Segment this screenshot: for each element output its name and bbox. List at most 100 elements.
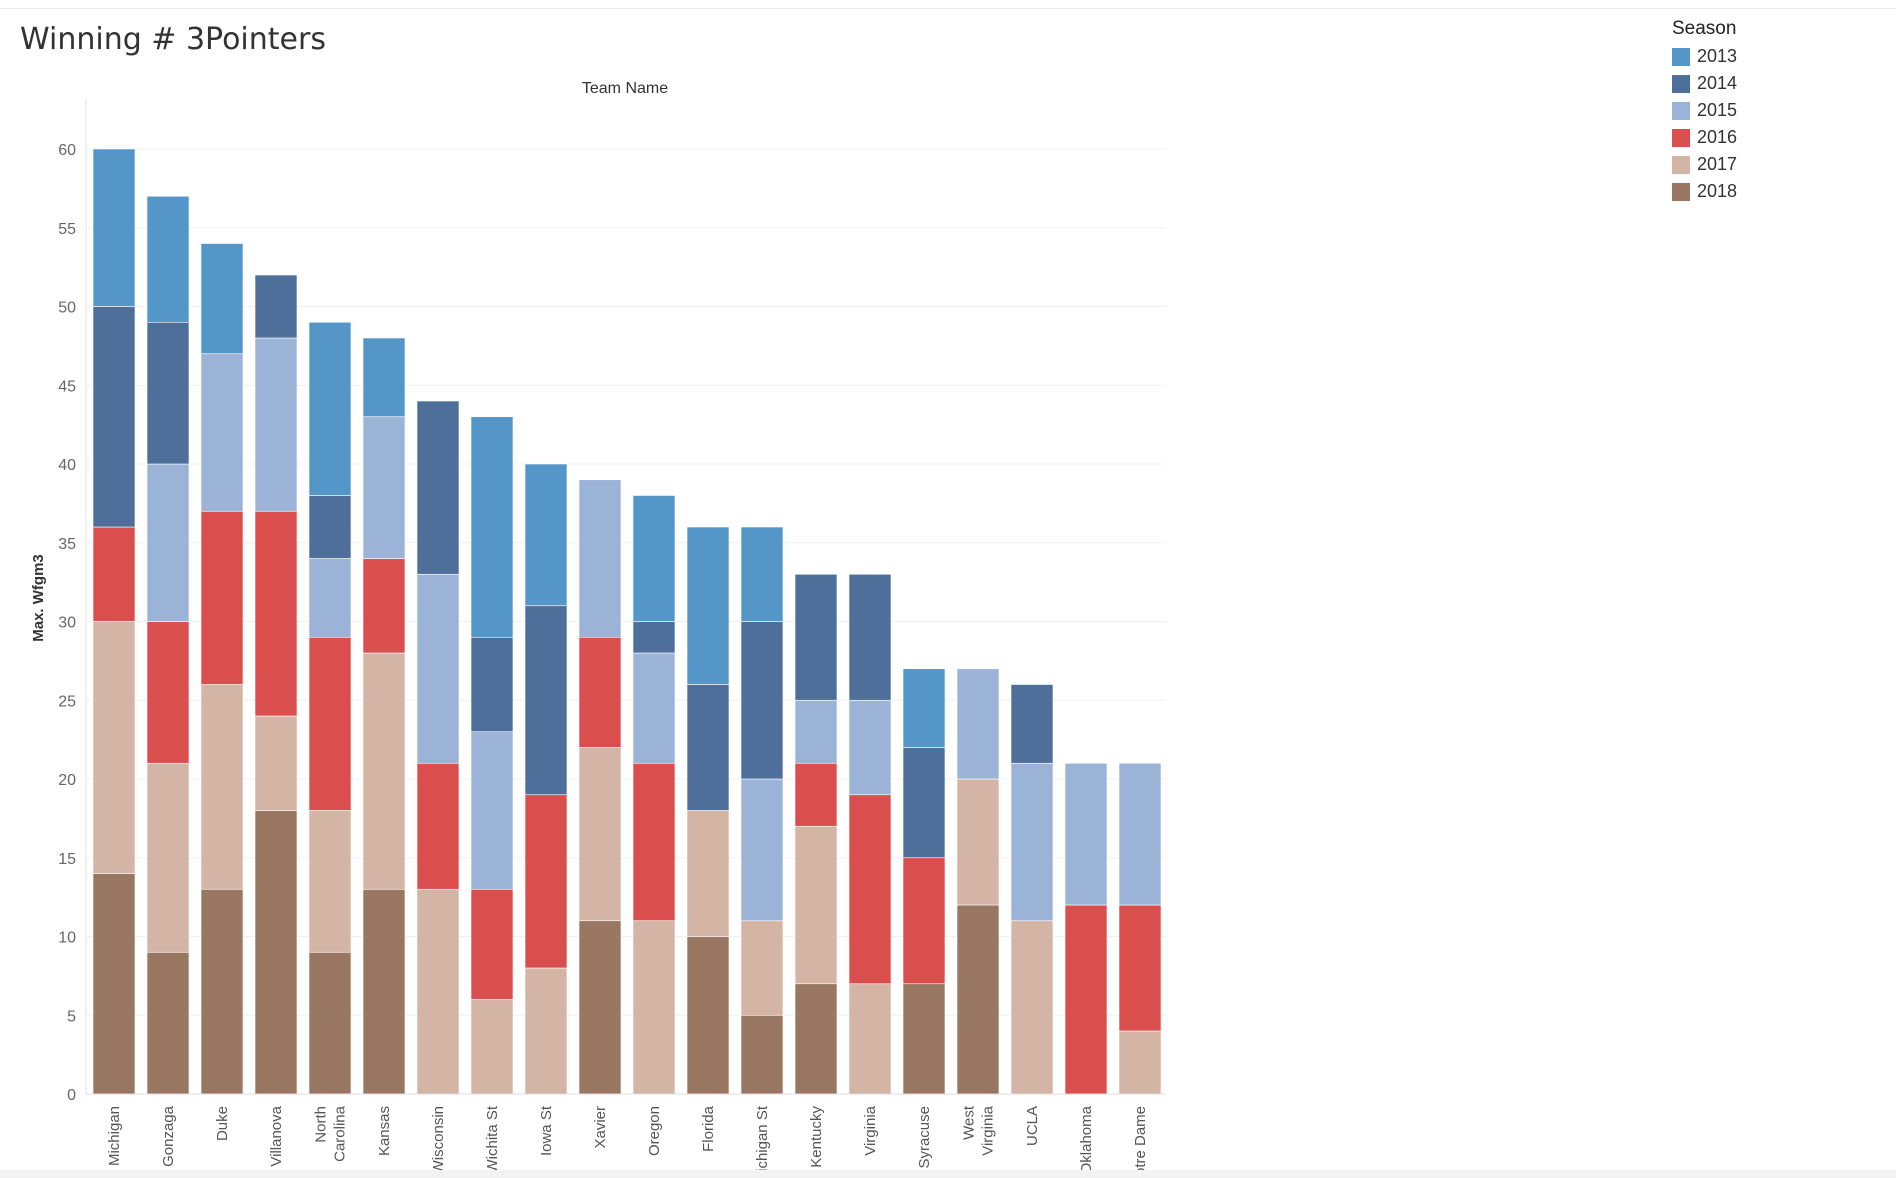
legend-swatch: [1672, 101, 1690, 120]
x-tick-label-group: Gonzaga: [160, 1105, 177, 1167]
bar-segment-2018: [740, 1014, 784, 1095]
bar-segment-2018: [146, 951, 190, 1095]
legend-swatch: [1672, 182, 1690, 201]
legend-label: 2015: [1697, 100, 1738, 120]
legend-label: 2013: [1697, 46, 1738, 66]
legend-item-2017[interactable]: 2017: [1672, 151, 1737, 178]
bar-segment-2017: [470, 999, 514, 1095]
x-tick-label-group: Virginia: [862, 1105, 879, 1155]
x-tick-label: Kentucky: [808, 1106, 825, 1168]
bar-segment-2013: [146, 195, 190, 323]
legend-label: 2016: [1697, 127, 1738, 147]
legend-item-2018[interactable]: 2018: [1672, 178, 1737, 205]
bar-segment-2016: [524, 794, 568, 969]
bar-segment-2018: [794, 983, 838, 1095]
y-tick-label: 15: [58, 851, 76, 868]
x-tick-label: Oklahoma: [1078, 1105, 1095, 1174]
bar-segment-2013: [200, 243, 244, 355]
bar-segment-2016: [1064, 904, 1108, 1095]
bar-segment-2013: [686, 526, 730, 685]
bar-segment-2014: [686, 684, 730, 811]
bar-segment-2015: [1064, 762, 1108, 906]
x-tick-label: Duke: [214, 1106, 231, 1141]
bar-segment-2013: [362, 337, 406, 418]
bar-segment-2016: [902, 857, 946, 985]
bar-segment-2018: [200, 888, 244, 1095]
bar-segment-2014: [524, 605, 568, 796]
bar-segment-2017: [200, 684, 244, 890]
bar-segment-2014: [1010, 684, 1054, 764]
bar-segment-2015: [956, 668, 1000, 780]
bar-segment-2015: [200, 353, 244, 512]
legend-label: 2014: [1697, 73, 1738, 93]
bar-segment-2018: [254, 810, 298, 1095]
bar-segment-2016: [146, 621, 190, 764]
x-tick-label-group: Oregon: [646, 1106, 663, 1156]
bar-segment-2018: [362, 888, 406, 1095]
x-tick-label: Virginia: [980, 1105, 997, 1155]
x-tick-label: Notre Dame: [1132, 1106, 1149, 1178]
x-tick-label-group: North Carolina: [313, 1105, 349, 1162]
x-tick-label: Iowa St: [538, 1105, 555, 1156]
y-tick-label: 30: [58, 615, 76, 632]
y-tick-label: 45: [58, 378, 76, 395]
bar-segment-2014: [92, 306, 136, 528]
bar-segment-2018: [902, 983, 946, 1095]
bar-segment-2015: [254, 337, 298, 512]
page-title: Winning # 3Pointers: [20, 22, 326, 57]
legend-item-2016[interactable]: 2016: [1672, 124, 1737, 151]
x-tick-label: Michigan: [106, 1106, 123, 1166]
x-tick-label-group: Notre Dame: [1132, 1106, 1149, 1178]
x-tick-label: Xavier: [592, 1106, 609, 1149]
bar-segment-2017: [416, 888, 460, 1095]
bar-segment-2017: [254, 715, 298, 811]
legend-swatch: [1672, 74, 1690, 93]
bar-segment-2014: [416, 400, 460, 575]
bar-segment-2013: [524, 463, 568, 607]
bar-segment-2015: [1010, 762, 1054, 922]
legend-item-2014[interactable]: 2014: [1672, 70, 1737, 97]
bar-segment-2018: [956, 904, 1000, 1095]
x-tick-label-group: Syracuse: [916, 1106, 933, 1169]
bar-segment-2014: [146, 321, 190, 465]
legend-swatch: [1672, 155, 1690, 174]
bar-segment-2016: [794, 762, 838, 827]
legend-swatch: [1672, 47, 1690, 66]
y-tick-label: 40: [58, 457, 76, 474]
bar-segment-2014: [470, 636, 514, 733]
legend-item-2015[interactable]: 2015: [1672, 97, 1737, 124]
legend: Season 2013 2014 2015 2016 2017 2018: [1672, 18, 1737, 205]
bar-segment-2017: [524, 967, 568, 1095]
bar-segment-2016: [578, 636, 622, 748]
bar-segment-2015: [632, 652, 676, 764]
bar-segment-2017: [632, 920, 676, 1095]
x-tick-label-group: West Virginia: [961, 1105, 997, 1156]
bar-segment-2017: [956, 778, 1000, 906]
x-tick-label: Gonzaga: [160, 1105, 177, 1167]
x-tick-label: Villanova: [268, 1105, 285, 1166]
bar-segment-2016: [416, 762, 460, 890]
bar-segment-2018: [92, 873, 136, 1095]
bar-segment-2017: [740, 920, 784, 1016]
bar-segment-2017: [146, 762, 190, 953]
x-tick-label: Virginia: [862, 1105, 879, 1155]
legend-title: Season: [1672, 18, 1737, 39]
legend-label: 2017: [1697, 154, 1738, 174]
x-tick-label: West: [961, 1105, 978, 1140]
bar-segment-2013: [632, 495, 676, 622]
x-tick-label-group: Wisconsin: [430, 1106, 447, 1174]
bar-segment-2015: [362, 416, 406, 559]
x-tick-label: Syracuse: [916, 1106, 933, 1169]
legend-item-2013[interactable]: 2013: [1672, 43, 1737, 70]
y-axis-title: Max. Wfgm3: [30, 554, 47, 642]
top-axis-title: Team Name: [582, 80, 668, 97]
bar-segment-2013: [92, 148, 136, 307]
bar-segment-2015: [794, 699, 838, 764]
bar-segment-2016: [308, 636, 352, 811]
bar-segment-2018: [308, 951, 352, 1095]
bar-segment-2017: [686, 810, 730, 937]
bar-segment-2017: [92, 621, 136, 874]
bar-segment-2014: [794, 573, 838, 701]
x-tick-label: Wichita St: [484, 1105, 501, 1173]
